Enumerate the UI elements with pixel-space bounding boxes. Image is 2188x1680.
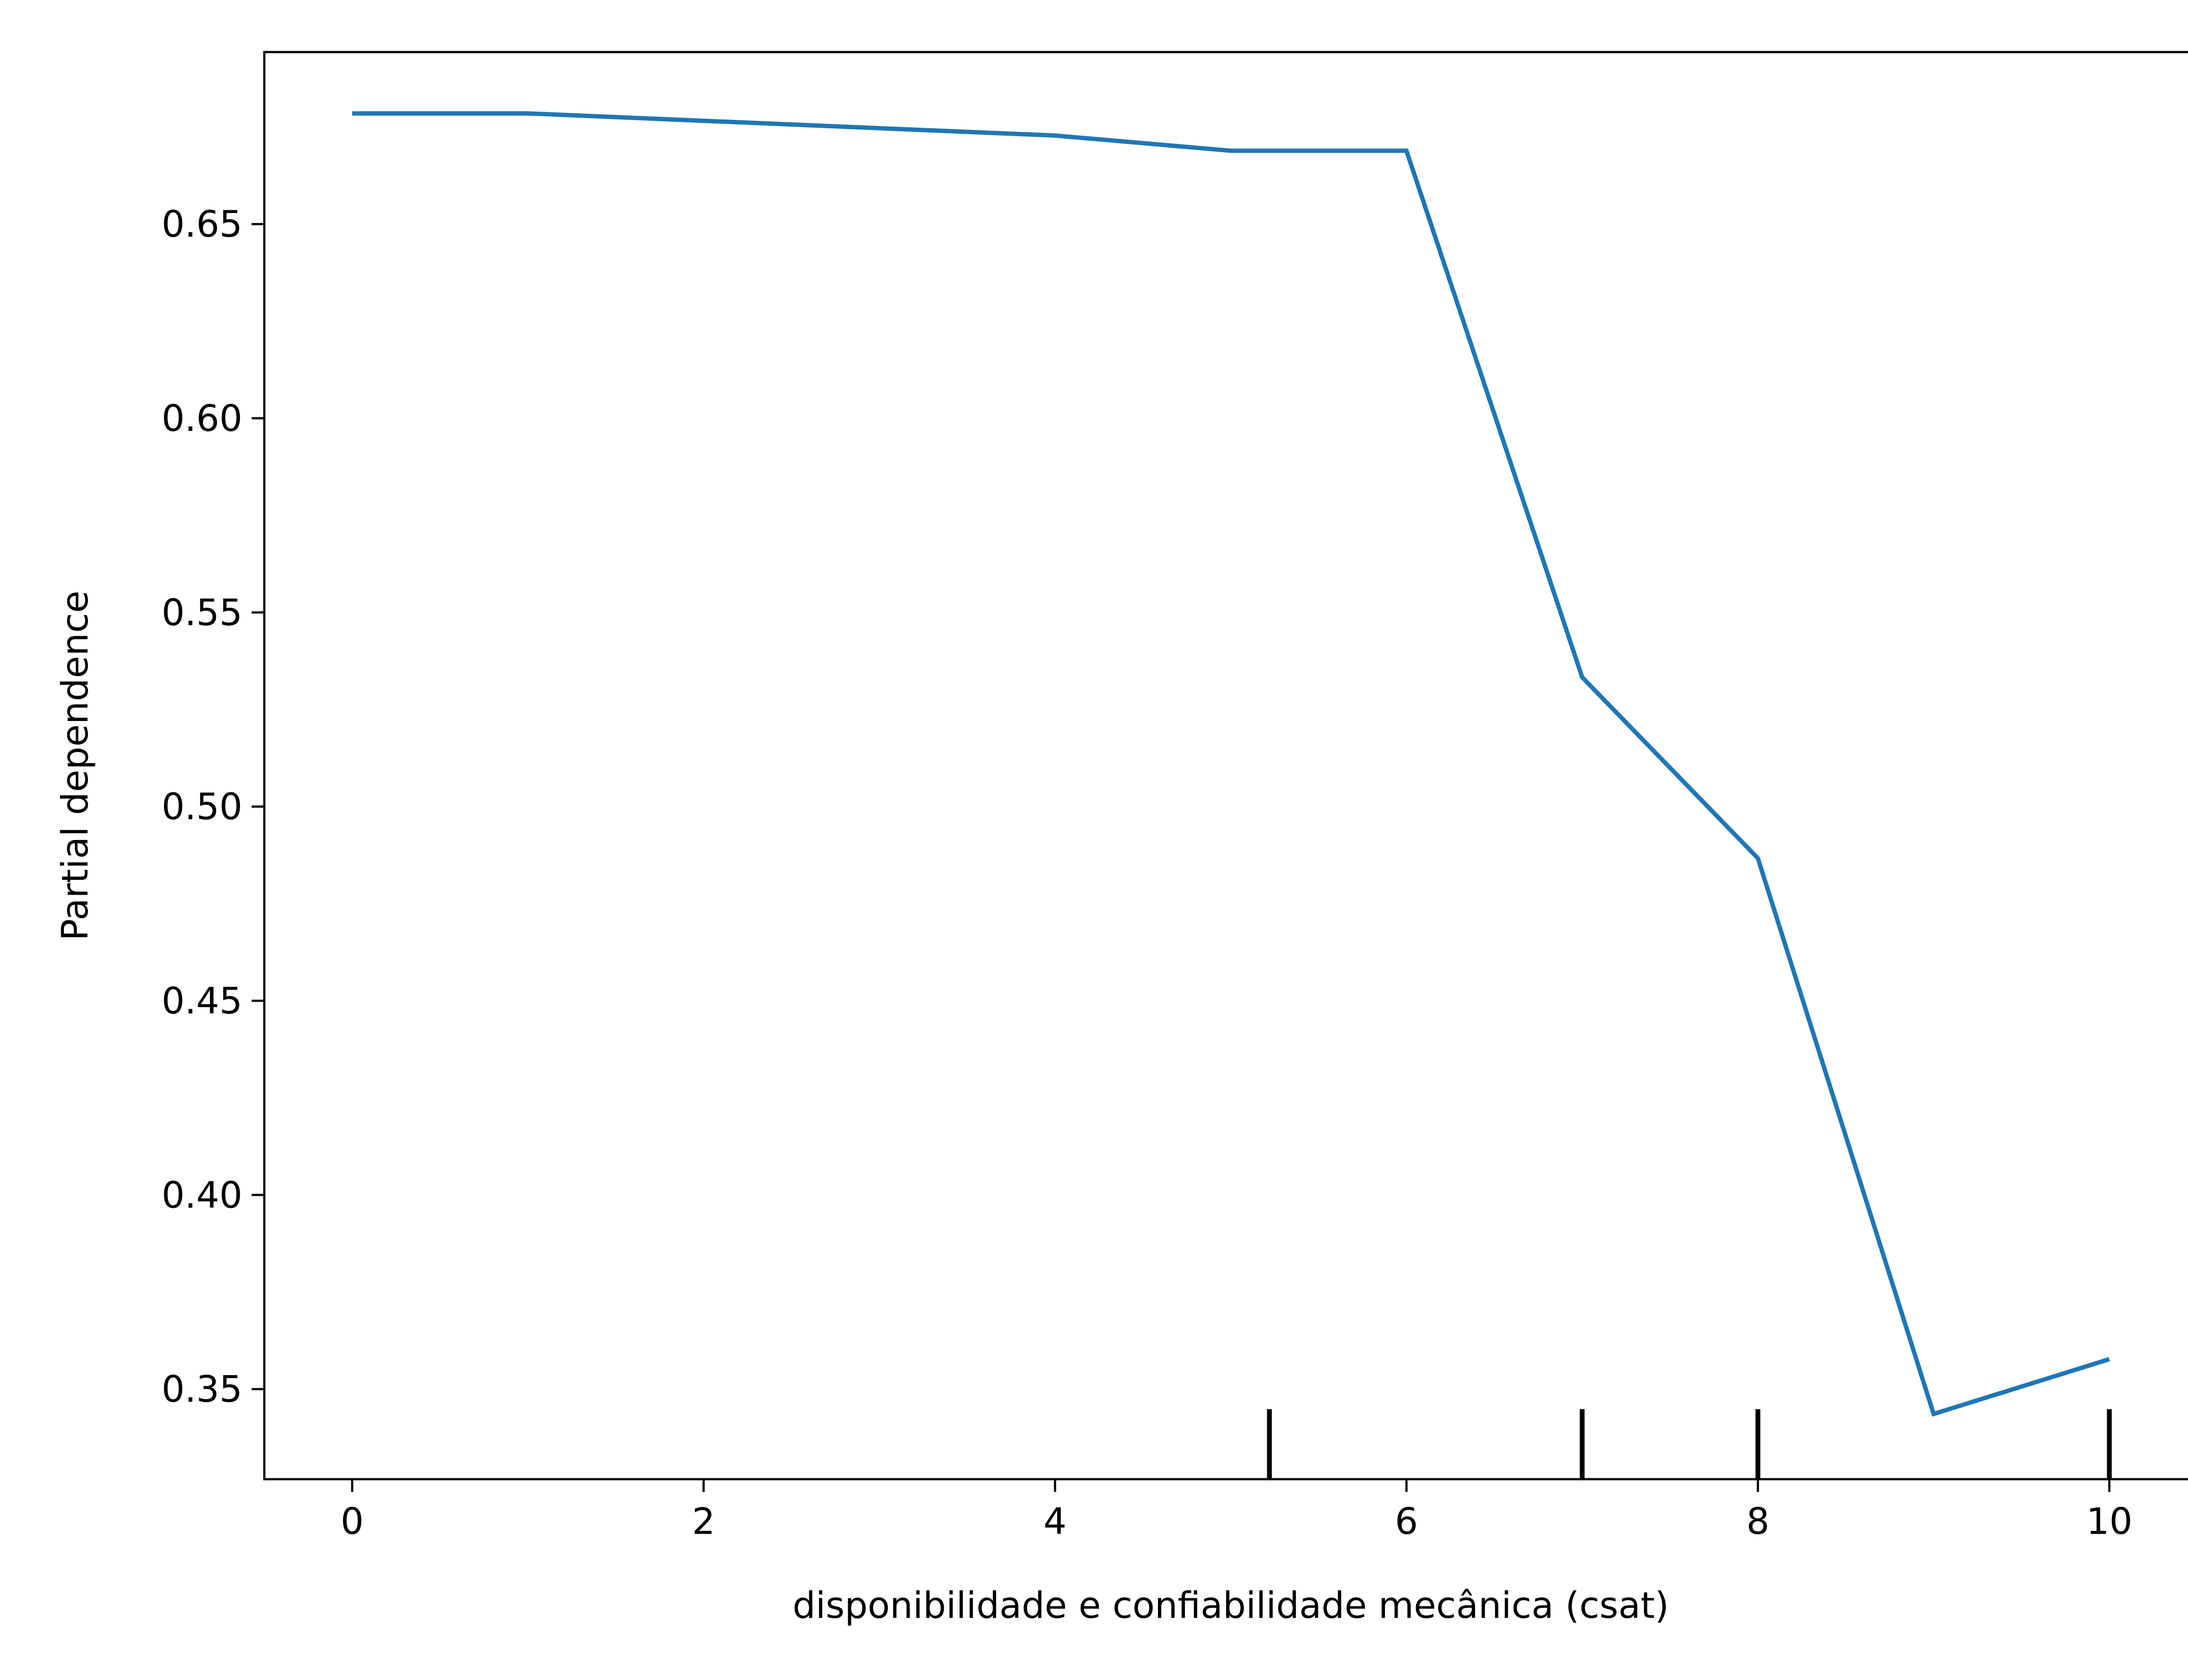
x-tick-label: 8: [1746, 1500, 1770, 1543]
x-tick-label: 0: [340, 1500, 364, 1543]
axes-frame: [263, 51, 2188, 1480]
y-tick-label: 0.40: [161, 1174, 242, 1216]
y-axis: 0.35 0.40 0.45 0.50 0.55 0.60 0.65: [161, 203, 264, 1410]
plot-area: [263, 51, 2188, 1480]
y-tick-label: 0.50: [161, 786, 242, 828]
y-tick-label: 0.55: [161, 592, 242, 634]
y-axis-label: Partial dependence: [54, 591, 96, 941]
x-axis: 0 2 4 6 8 10: [340, 1479, 2132, 1543]
y-tick-label: 0.60: [161, 397, 242, 440]
y-tick-label: 0.65: [161, 203, 242, 245]
x-tick-label: 6: [1395, 1500, 1418, 1543]
y-tick-label: 0.35: [161, 1368, 242, 1410]
series-line-0: [352, 111, 2110, 1417]
x-tick-label: 4: [1044, 1500, 1067, 1543]
x-axis-label: disponibilidade e confiabilidade mecânic…: [792, 1584, 1669, 1627]
y-tick-label: 0.45: [161, 980, 242, 1022]
x-tick-label: 2: [692, 1500, 715, 1543]
x-tick-label: 10: [2086, 1500, 2132, 1543]
